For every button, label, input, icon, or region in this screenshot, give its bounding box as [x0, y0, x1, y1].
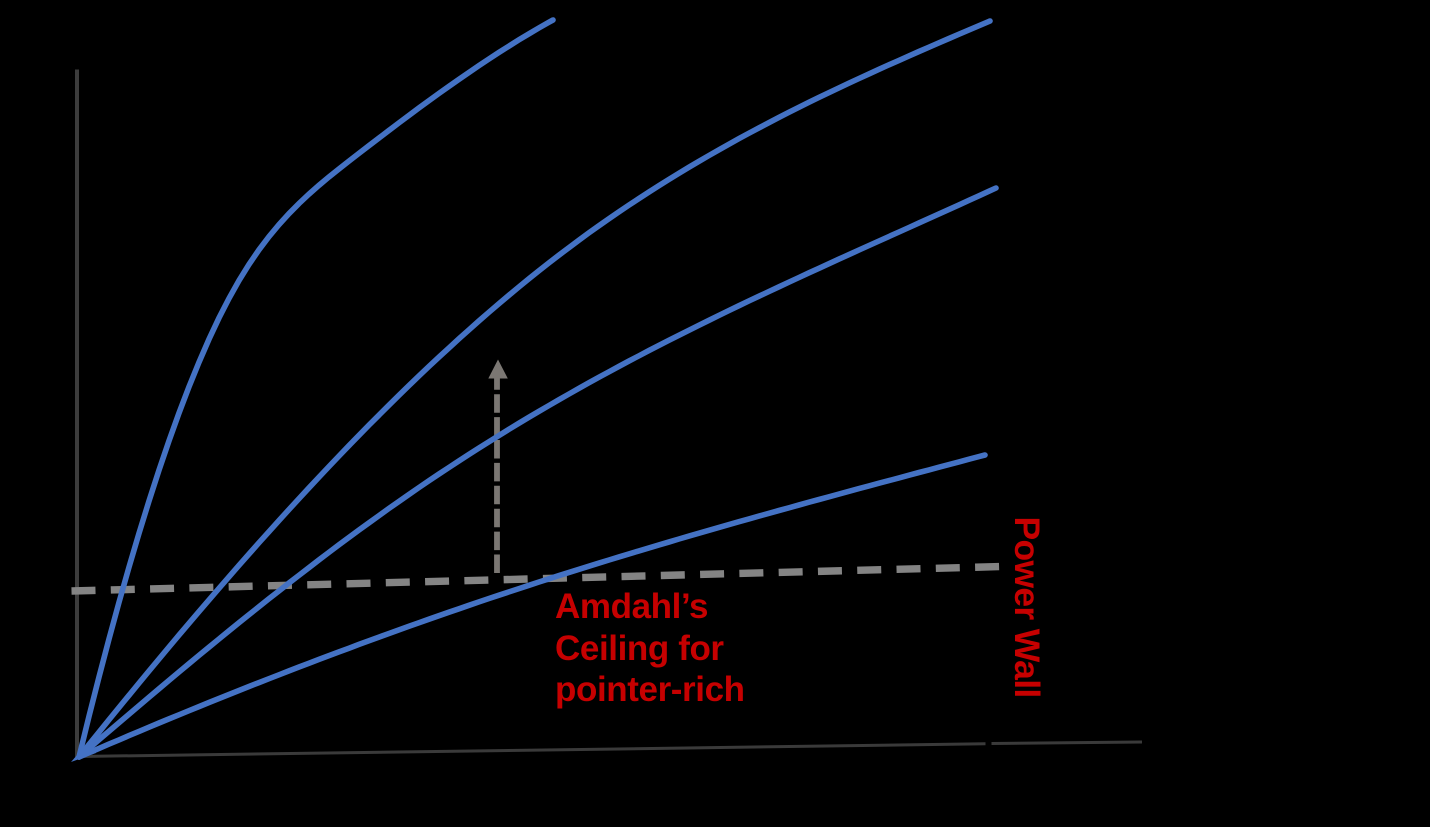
- svg-text:pointer-rich: pointer-rich: [555, 670, 745, 709]
- svg-text:Ceiling for: Ceiling for: [555, 629, 724, 668]
- svg-text:Power Wall: Power Wall: [1007, 517, 1047, 698]
- svg-text:Amdahl’s: Amdahl’s: [555, 587, 708, 626]
